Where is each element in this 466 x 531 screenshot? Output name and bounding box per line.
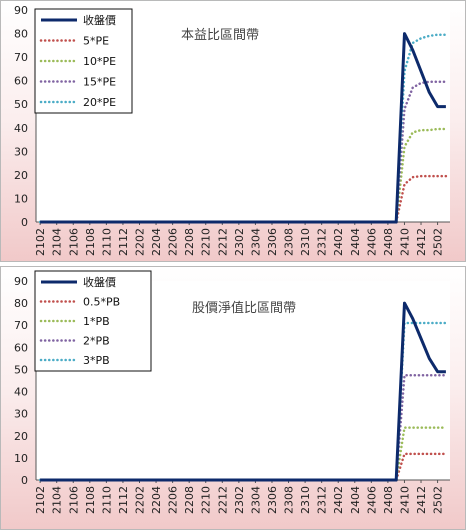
y-tick-label: 30 — [14, 145, 28, 158]
x-tick-label: 2406 — [365, 228, 378, 256]
legend-label-2: 10*PE — [83, 55, 116, 68]
x-tick-label: 2210 — [200, 486, 213, 514]
pe-band-chart: 0 10 20 30 40 50 60 70 80 90 2102 2104 2106 2108 2110 2… — [0, 0, 466, 262]
legend-label-0: 收盤價 — [83, 13, 116, 27]
chart-title: 本益比區間帶 — [181, 28, 259, 43]
x-tick-label: 2502 — [432, 228, 445, 256]
y-tick-label: 60 — [14, 341, 28, 354]
legend-label-2: 1*PB — [83, 315, 110, 328]
x-tick-label: 2202 — [134, 228, 147, 256]
x-tick-label: 2304 — [249, 228, 262, 256]
pb-band-chart: 0 10 20 30 40 50 60 70 80 90 2102 2104 2106 2108 2110 2… — [0, 266, 466, 530]
x-tick-label: 2210 — [200, 228, 213, 256]
y-tick-label: 70 — [14, 51, 28, 64]
legend-label-4: 3*PB — [83, 354, 110, 367]
y-tick-label: 90 — [14, 4, 28, 17]
x-tick-label: 2308 — [283, 486, 296, 514]
x-tick-label: 2306 — [266, 486, 279, 514]
x-tick-label: 2212 — [216, 486, 229, 514]
pb-band-chart-svg: 0 10 20 30 40 50 60 70 80 90 2102 2104 2106 2108 2110 2… — [14, 270, 450, 514]
legend-label-4: 20*PE — [83, 96, 116, 109]
x-tick-label: 2302 — [233, 228, 246, 256]
x-tick-label: 2310 — [299, 228, 312, 256]
x-tick-label: 2302 — [233, 486, 246, 514]
x-tick-label: 2208 — [183, 486, 196, 514]
x-tick-label: 2206 — [167, 486, 180, 514]
y-tick-label: 80 — [14, 28, 28, 41]
x-tick-label: 2402 — [332, 228, 345, 256]
x-tick-label: 2412 — [415, 228, 428, 256]
legend-label-3: 15*PE — [83, 76, 116, 89]
x-tick-label: 2202 — [134, 486, 147, 514]
x-tick-label: 2102 — [34, 486, 47, 514]
x-tick-label: 2104 — [51, 486, 64, 514]
x-tick-label: 2310 — [299, 486, 312, 514]
x-tick-label: 2308 — [283, 228, 296, 256]
y-tick-label: 40 — [14, 122, 28, 135]
x-tick-label: 2106 — [67, 228, 80, 256]
pe-band-chart-svg: 0 10 20 30 40 50 60 70 80 90 2102 2104 2106 2108 2110 2… — [14, 4, 450, 256]
legend-label-1: 5*PE — [83, 35, 109, 48]
y-tick-label: 30 — [14, 408, 28, 421]
series-line-0 — [40, 32, 446, 224]
y-tick-label: 0 — [21, 474, 28, 487]
x-tick-label: 2406 — [365, 486, 378, 514]
x-tick-label: 2312 — [316, 228, 329, 256]
x-tick-label: 2206 — [167, 228, 180, 256]
x-tick-label: 2106 — [67, 486, 80, 514]
x-tick-label: 2208 — [183, 228, 196, 256]
x-tick-label: 2204 — [150, 228, 163, 256]
x-tick-label: 2410 — [398, 228, 411, 256]
x-tick-label: 2110 — [100, 228, 113, 256]
y-tick-label: 10 — [14, 192, 28, 205]
x-tick-label: 2412 — [415, 486, 428, 514]
y-tick-label: 50 — [14, 98, 28, 111]
x-tick-label: 2108 — [84, 486, 97, 514]
legend-box — [34, 8, 133, 114]
x-tick-label: 2306 — [266, 228, 279, 256]
x-tick-label: 2408 — [382, 486, 395, 514]
y-tick-label: 70 — [14, 319, 28, 332]
series-line-0 — [40, 301, 446, 482]
legend-label-1: 0.5*PB — [83, 296, 120, 309]
x-tick-label: 2212 — [216, 228, 229, 256]
y-tick-label: 20 — [14, 169, 28, 182]
x-tick-label: 2110 — [100, 486, 113, 514]
x-tick-label: 2404 — [349, 228, 362, 256]
x-tick-label: 2402 — [332, 486, 345, 514]
x-tick-label: 2410 — [398, 486, 411, 514]
y-tick-label: 40 — [14, 386, 28, 399]
legend-label-3: 2*PB — [83, 335, 110, 348]
y-tick-label: 80 — [14, 297, 28, 310]
x-tick-label: 2502 — [432, 486, 445, 514]
legend-label-0: 收盤價 — [83, 275, 116, 289]
x-tick-label: 2108 — [84, 228, 97, 256]
x-tick-label: 2404 — [349, 486, 362, 514]
x-tick-label: 2204 — [150, 486, 163, 514]
y-tick-label: 10 — [14, 452, 28, 465]
x-tick-label: 2104 — [51, 228, 64, 256]
x-tick-label: 2102 — [34, 228, 47, 256]
x-tick-label: 2112 — [117, 486, 130, 514]
chart-title: 股價淨值比區間帶 — [192, 300, 296, 316]
x-tick-label: 2408 — [382, 228, 395, 256]
x-tick-label: 2112 — [117, 228, 130, 256]
x-tick-label: 2304 — [249, 486, 262, 514]
y-tick-label: 0 — [21, 216, 28, 229]
y-tick-label: 60 — [14, 75, 28, 88]
y-tick-label: 50 — [14, 363, 28, 376]
y-tick-label: 20 — [14, 430, 28, 443]
x-tick-label: 2312 — [316, 486, 329, 514]
y-tick-label: 90 — [14, 275, 28, 288]
